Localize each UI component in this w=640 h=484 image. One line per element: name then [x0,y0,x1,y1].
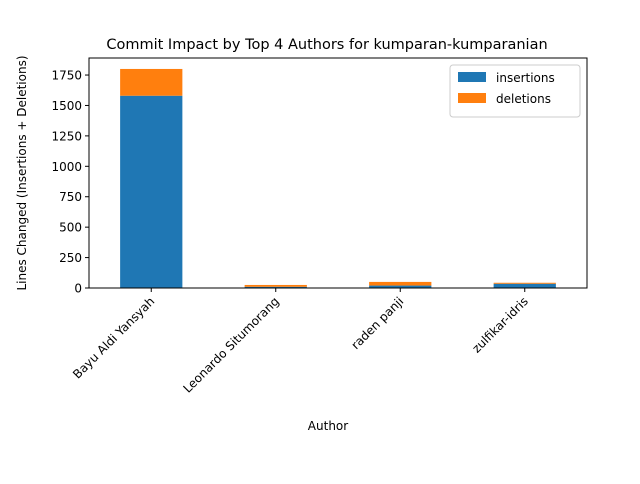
bars-layer [120,68,556,288]
bar-deletions-bayu-aldi-yansyah [120,68,183,96]
bar-insertions-leonardo-situmorang [244,286,307,288]
y-tick-label: 1000 [51,160,82,174]
bar-insertions-zulfikar-idris [493,283,556,288]
x-axis: Bayu Aldi Yansyah Leonardo Situmorang rade… [70,288,531,396]
y-axis: 0 250 500 750 1000 1250 1500 1750 [51,69,89,296]
x-tick-label: zulfikar-idris [469,294,530,355]
bar-insertions-raden-panji [369,285,432,288]
bar-deletions-leonardo-situmorang [244,284,307,287]
y-tick-label: 1250 [51,129,82,143]
y-tick-label: 250 [59,251,82,265]
x-axis-label: Author [308,419,348,433]
legend-swatch-deletions [458,93,486,103]
y-tick-label: 0 [74,282,82,296]
y-tick-label: 500 [59,221,82,235]
y-tick-label: 750 [59,190,82,204]
y-tick-label: 1500 [51,99,82,113]
chart-title: Commit Impact by Top 4 Authors for kumpa… [106,37,547,53]
x-tick-label: Leonardo Situmorang [180,294,281,395]
bar-deletions-zulfikar-idris [493,282,556,284]
x-tick-label: Bayu Aldi Yansyah [70,294,157,381]
bar-deletions-raden-panji [369,281,432,286]
y-axis-label: Lines Changed (Insertions + Deletions) [15,55,29,290]
legend-label-deletions: deletions [496,92,551,106]
plot-frame [88,57,588,289]
y-tick-label: 1750 [51,69,82,83]
legend-swatch-insertions [458,72,486,82]
x-tick-label: raden panji [348,294,406,352]
legend: insertions deletions [449,64,581,118]
bar-insertions-bayu-aldi-yansyah [120,95,183,288]
legend-label-insertions: insertions [496,71,555,85]
